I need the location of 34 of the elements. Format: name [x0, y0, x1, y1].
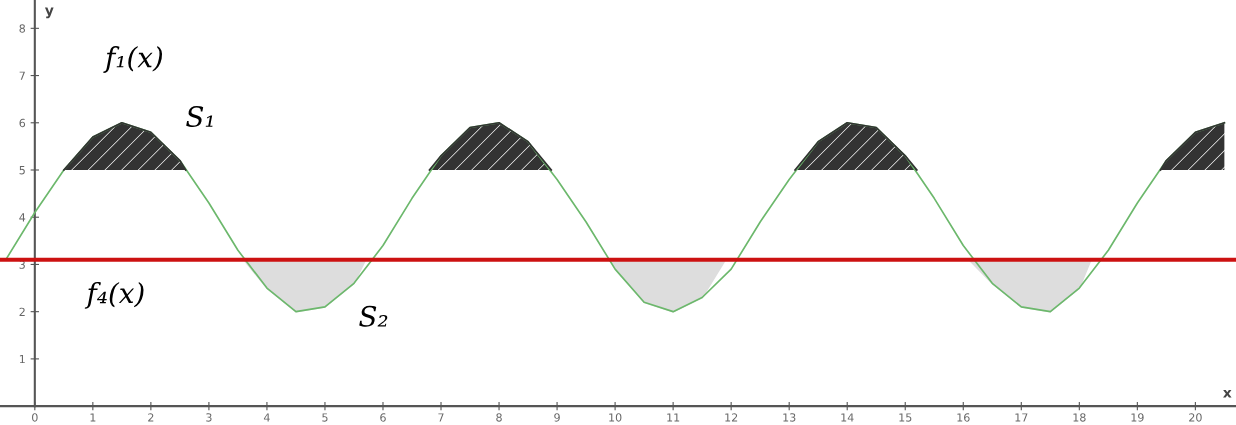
annotation: f₁(x): [103, 46, 163, 73]
x-tick-label: 8: [496, 413, 502, 422]
x-tick-label: 5: [322, 413, 328, 422]
y-tick-label: 7: [19, 71, 25, 80]
x-tick-label: 7: [438, 413, 444, 422]
x-tick-label: 9: [554, 413, 560, 422]
x-tick-label: 19: [1131, 413, 1144, 422]
x-tick-label: 0: [32, 413, 38, 422]
y-tick-label: 4: [19, 213, 26, 222]
annotation: S₁: [186, 106, 213, 128]
x-tick-label: 18: [1073, 413, 1086, 422]
y-tick-label: 6: [19, 118, 26, 128]
x-tick-label: 6: [380, 413, 386, 422]
x-tick-label: 1: [90, 413, 96, 422]
y-tick-label: 5: [19, 166, 25, 175]
annotation: f₄(x): [84, 281, 144, 309]
x-tick-label: 20: [1189, 413, 1202, 422]
y-tick-label: 1: [19, 355, 25, 364]
x-tick-label: 16: [957, 413, 970, 422]
y-tick-label: 8: [19, 24, 26, 33]
x-tick-label: 3: [206, 413, 212, 422]
x-tick-label: 13: [783, 413, 796, 422]
annotation: S₂: [359, 305, 388, 327]
x-tick-label: 2: [148, 413, 154, 422]
x-tick-label: 14: [841, 413, 854, 422]
x-tick-label: 11: [667, 413, 680, 422]
y-axis-title: y: [44, 7, 54, 19]
y-tick-label: 2: [19, 307, 25, 316]
x-tick-label: 15: [899, 413, 912, 422]
x-tick-label: 17: [1015, 413, 1028, 422]
x-tick-label: 12: [725, 413, 738, 422]
x-tick-label: 10: [609, 413, 622, 422]
x-axis-title: x: [1223, 389, 1232, 398]
x-tick-label: 4: [263, 413, 270, 422]
